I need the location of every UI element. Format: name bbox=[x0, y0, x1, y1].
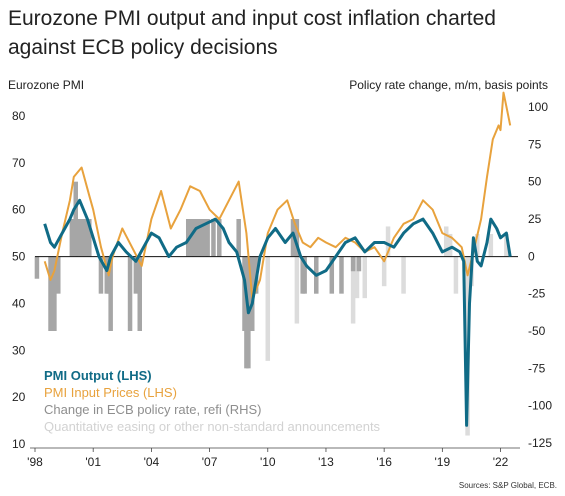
qe-bar bbox=[447, 233, 453, 257]
refi-bar bbox=[56, 256, 61, 294]
refi-bar bbox=[191, 219, 197, 257]
refi-bar bbox=[137, 256, 142, 331]
refi-bar bbox=[350, 256, 356, 272]
y-left-tick-label: 70 bbox=[12, 156, 26, 170]
x-tick-label: '04 bbox=[144, 455, 160, 469]
legend-entry: Quantitative easing or other non-standar… bbox=[44, 419, 381, 434]
series-line-input bbox=[43, 91, 512, 300]
refi-bar bbox=[108, 256, 113, 331]
qe-bar bbox=[265, 256, 271, 361]
legend-entry: PMI Input Prices (LHS) bbox=[44, 385, 177, 400]
x-tick-label: '10 bbox=[260, 455, 276, 469]
left-axis-title: Eurozone PMI bbox=[8, 78, 85, 92]
refi-bar bbox=[127, 256, 133, 331]
refi-bar bbox=[356, 256, 362, 272]
refi-bar bbox=[79, 219, 84, 257]
refi-bar bbox=[87, 219, 92, 257]
refi-bar bbox=[83, 219, 88, 257]
qe-bar bbox=[294, 256, 300, 324]
refi-bar bbox=[329, 256, 335, 294]
source-note: Sources: S&P Global, ECB. bbox=[458, 481, 557, 490]
qe-bar bbox=[362, 256, 368, 299]
qe-bar bbox=[475, 233, 480, 257]
legend-entry: PMI Output (LHS) bbox=[44, 368, 152, 383]
y-right-tick-label: -25 bbox=[528, 287, 546, 301]
refi-bar bbox=[339, 256, 344, 294]
x-tick-label: '19 bbox=[435, 455, 451, 469]
refi-bar bbox=[199, 219, 205, 257]
y-left-tick-label: 40 bbox=[12, 296, 26, 310]
qe-bar bbox=[443, 226, 449, 257]
refi-bar bbox=[48, 256, 53, 331]
qe-bar bbox=[401, 256, 406, 294]
qe-bar bbox=[354, 256, 360, 299]
y-right-tick-label: -75 bbox=[528, 361, 546, 375]
refi-bar bbox=[302, 256, 307, 294]
y-left-tick-label: 80 bbox=[12, 109, 26, 123]
y-right-tick-label: 25 bbox=[528, 212, 542, 226]
refi-bar bbox=[133, 256, 139, 294]
y-left-tick-label: 20 bbox=[12, 390, 26, 404]
qe-bar bbox=[385, 226, 391, 257]
refi-bar bbox=[205, 219, 210, 257]
refi-bar bbox=[34, 256, 40, 279]
y-left-tick-label: 60 bbox=[12, 203, 26, 217]
qe-bar bbox=[350, 256, 356, 324]
x-tick-label: '07 bbox=[202, 455, 218, 469]
refi-bar bbox=[98, 256, 104, 294]
qe-bar bbox=[504, 233, 509, 257]
refi-bar bbox=[52, 256, 57, 331]
qe-bar bbox=[488, 233, 494, 257]
refi-bar bbox=[69, 219, 75, 257]
refi-bar bbox=[195, 219, 201, 257]
x-tick-label: '22 bbox=[493, 455, 509, 469]
legend-entry: Change in ECB policy rate, refi (RHS) bbox=[44, 402, 261, 417]
qe-bar bbox=[381, 256, 387, 287]
qe-bar bbox=[453, 256, 459, 294]
refi-bar bbox=[236, 219, 241, 257]
x-tick-label: '01 bbox=[85, 455, 101, 469]
y-right-tick-label: -50 bbox=[528, 324, 546, 338]
refi-bar bbox=[294, 219, 300, 257]
y-right-tick-label: -125 bbox=[528, 436, 552, 450]
y-left-tick-label: 30 bbox=[12, 343, 26, 357]
y-right-tick-label: 0 bbox=[528, 249, 535, 263]
x-tick-label: '98 bbox=[27, 455, 43, 469]
y-left-tick-label: 10 bbox=[12, 437, 26, 451]
series-line-output bbox=[43, 198, 512, 427]
x-tick-label: '13 bbox=[318, 455, 334, 469]
refi-bar bbox=[217, 219, 222, 257]
y-right-tick-label: 50 bbox=[528, 175, 542, 189]
refi-bar bbox=[211, 219, 216, 257]
y-right-tick-label: 100 bbox=[528, 100, 548, 114]
chart-title: Eurozone PMI output and input cost infla… bbox=[8, 7, 496, 59]
y-right-tick-label: -100 bbox=[528, 399, 552, 413]
x-tick-label: '16 bbox=[376, 455, 392, 469]
refi-bar bbox=[75, 219, 80, 257]
y-right-tick-label: 75 bbox=[528, 137, 542, 151]
right-axis-title: Policy rate change, m/m, basis points bbox=[349, 78, 548, 92]
y-left-tick-label: 50 bbox=[12, 250, 26, 264]
